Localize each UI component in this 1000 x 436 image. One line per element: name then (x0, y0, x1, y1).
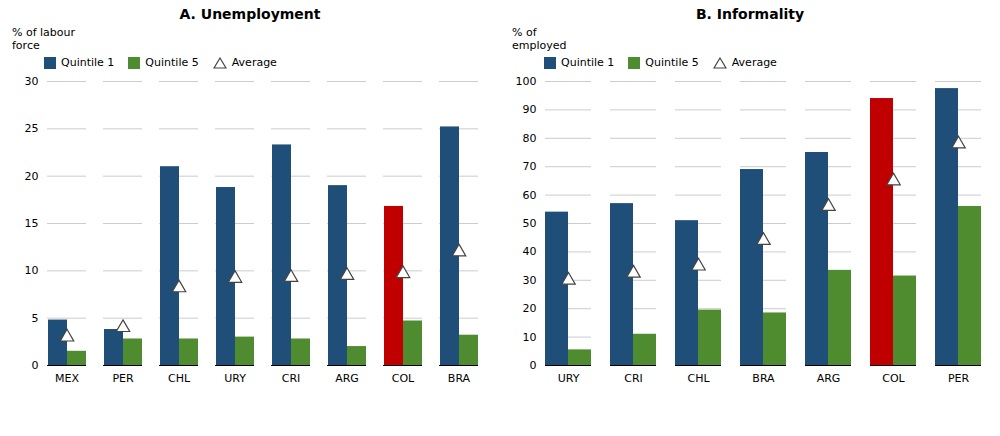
svg-text:CRI: CRI (282, 372, 301, 385)
html-text:force: force (12, 39, 40, 52)
svg-text:50: 50 (523, 217, 537, 230)
svg-text:0: 0 (32, 359, 39, 372)
svg-text:COL: COL (882, 372, 905, 385)
html-text:% of labour: % of labour (12, 26, 76, 39)
svg-text:PER: PER (112, 372, 134, 385)
svg-text:CRI: CRI (624, 372, 643, 385)
svg-text:20: 20 (25, 170, 39, 183)
html-text:Quintile 5: Quintile 5 (145, 56, 199, 69)
html-text:% of: % of (512, 26, 537, 39)
html-text:Quintile 5: Quintile 5 (645, 56, 699, 69)
svg-text:MEX: MEX (55, 372, 79, 385)
svg-text:5: 5 (32, 312, 39, 325)
html-text:A. Unemployment: A. Unemployment (179, 6, 321, 22)
svg-text:30: 30 (523, 274, 537, 287)
svg-text:70: 70 (523, 160, 537, 173)
svg-text:URY: URY (224, 372, 246, 385)
html-text:B. Informality: B. Informality (695, 6, 804, 22)
svg-text:COL: COL (392, 372, 415, 385)
svg-text:20: 20 (523, 302, 537, 315)
html-text:Average: Average (731, 56, 777, 69)
svg-text:BRA: BRA (752, 372, 775, 385)
html-text:Quintile 1: Quintile 1 (561, 56, 615, 69)
html-text:Average: Average (231, 56, 277, 69)
svg-text:30: 30 (25, 75, 39, 88)
svg-text:PER: PER (948, 372, 970, 385)
svg-text:60: 60 (523, 189, 537, 202)
svg-text:100: 100 (516, 75, 537, 88)
svg-text:0: 0 (530, 359, 537, 372)
html-text:employed: employed (512, 39, 567, 52)
svg-text:25: 25 (25, 122, 39, 135)
svg-text:ARG: ARG (817, 372, 841, 385)
svg-text:CHL: CHL (687, 372, 710, 385)
html-text:Quintile 1: Quintile 1 (61, 56, 115, 69)
svg-text:CHL: CHL (168, 372, 191, 385)
svg-text:URY: URY (558, 372, 580, 385)
svg-text:80: 80 (523, 132, 537, 145)
svg-text:ARG: ARG (335, 372, 359, 385)
svg-text:10: 10 (523, 331, 537, 344)
svg-text:40: 40 (523, 245, 537, 258)
svg-text:90: 90 (523, 103, 537, 116)
svg-text:BRA: BRA (448, 372, 471, 385)
svg-text:10: 10 (25, 264, 39, 277)
svg-text:15: 15 (25, 217, 39, 230)
